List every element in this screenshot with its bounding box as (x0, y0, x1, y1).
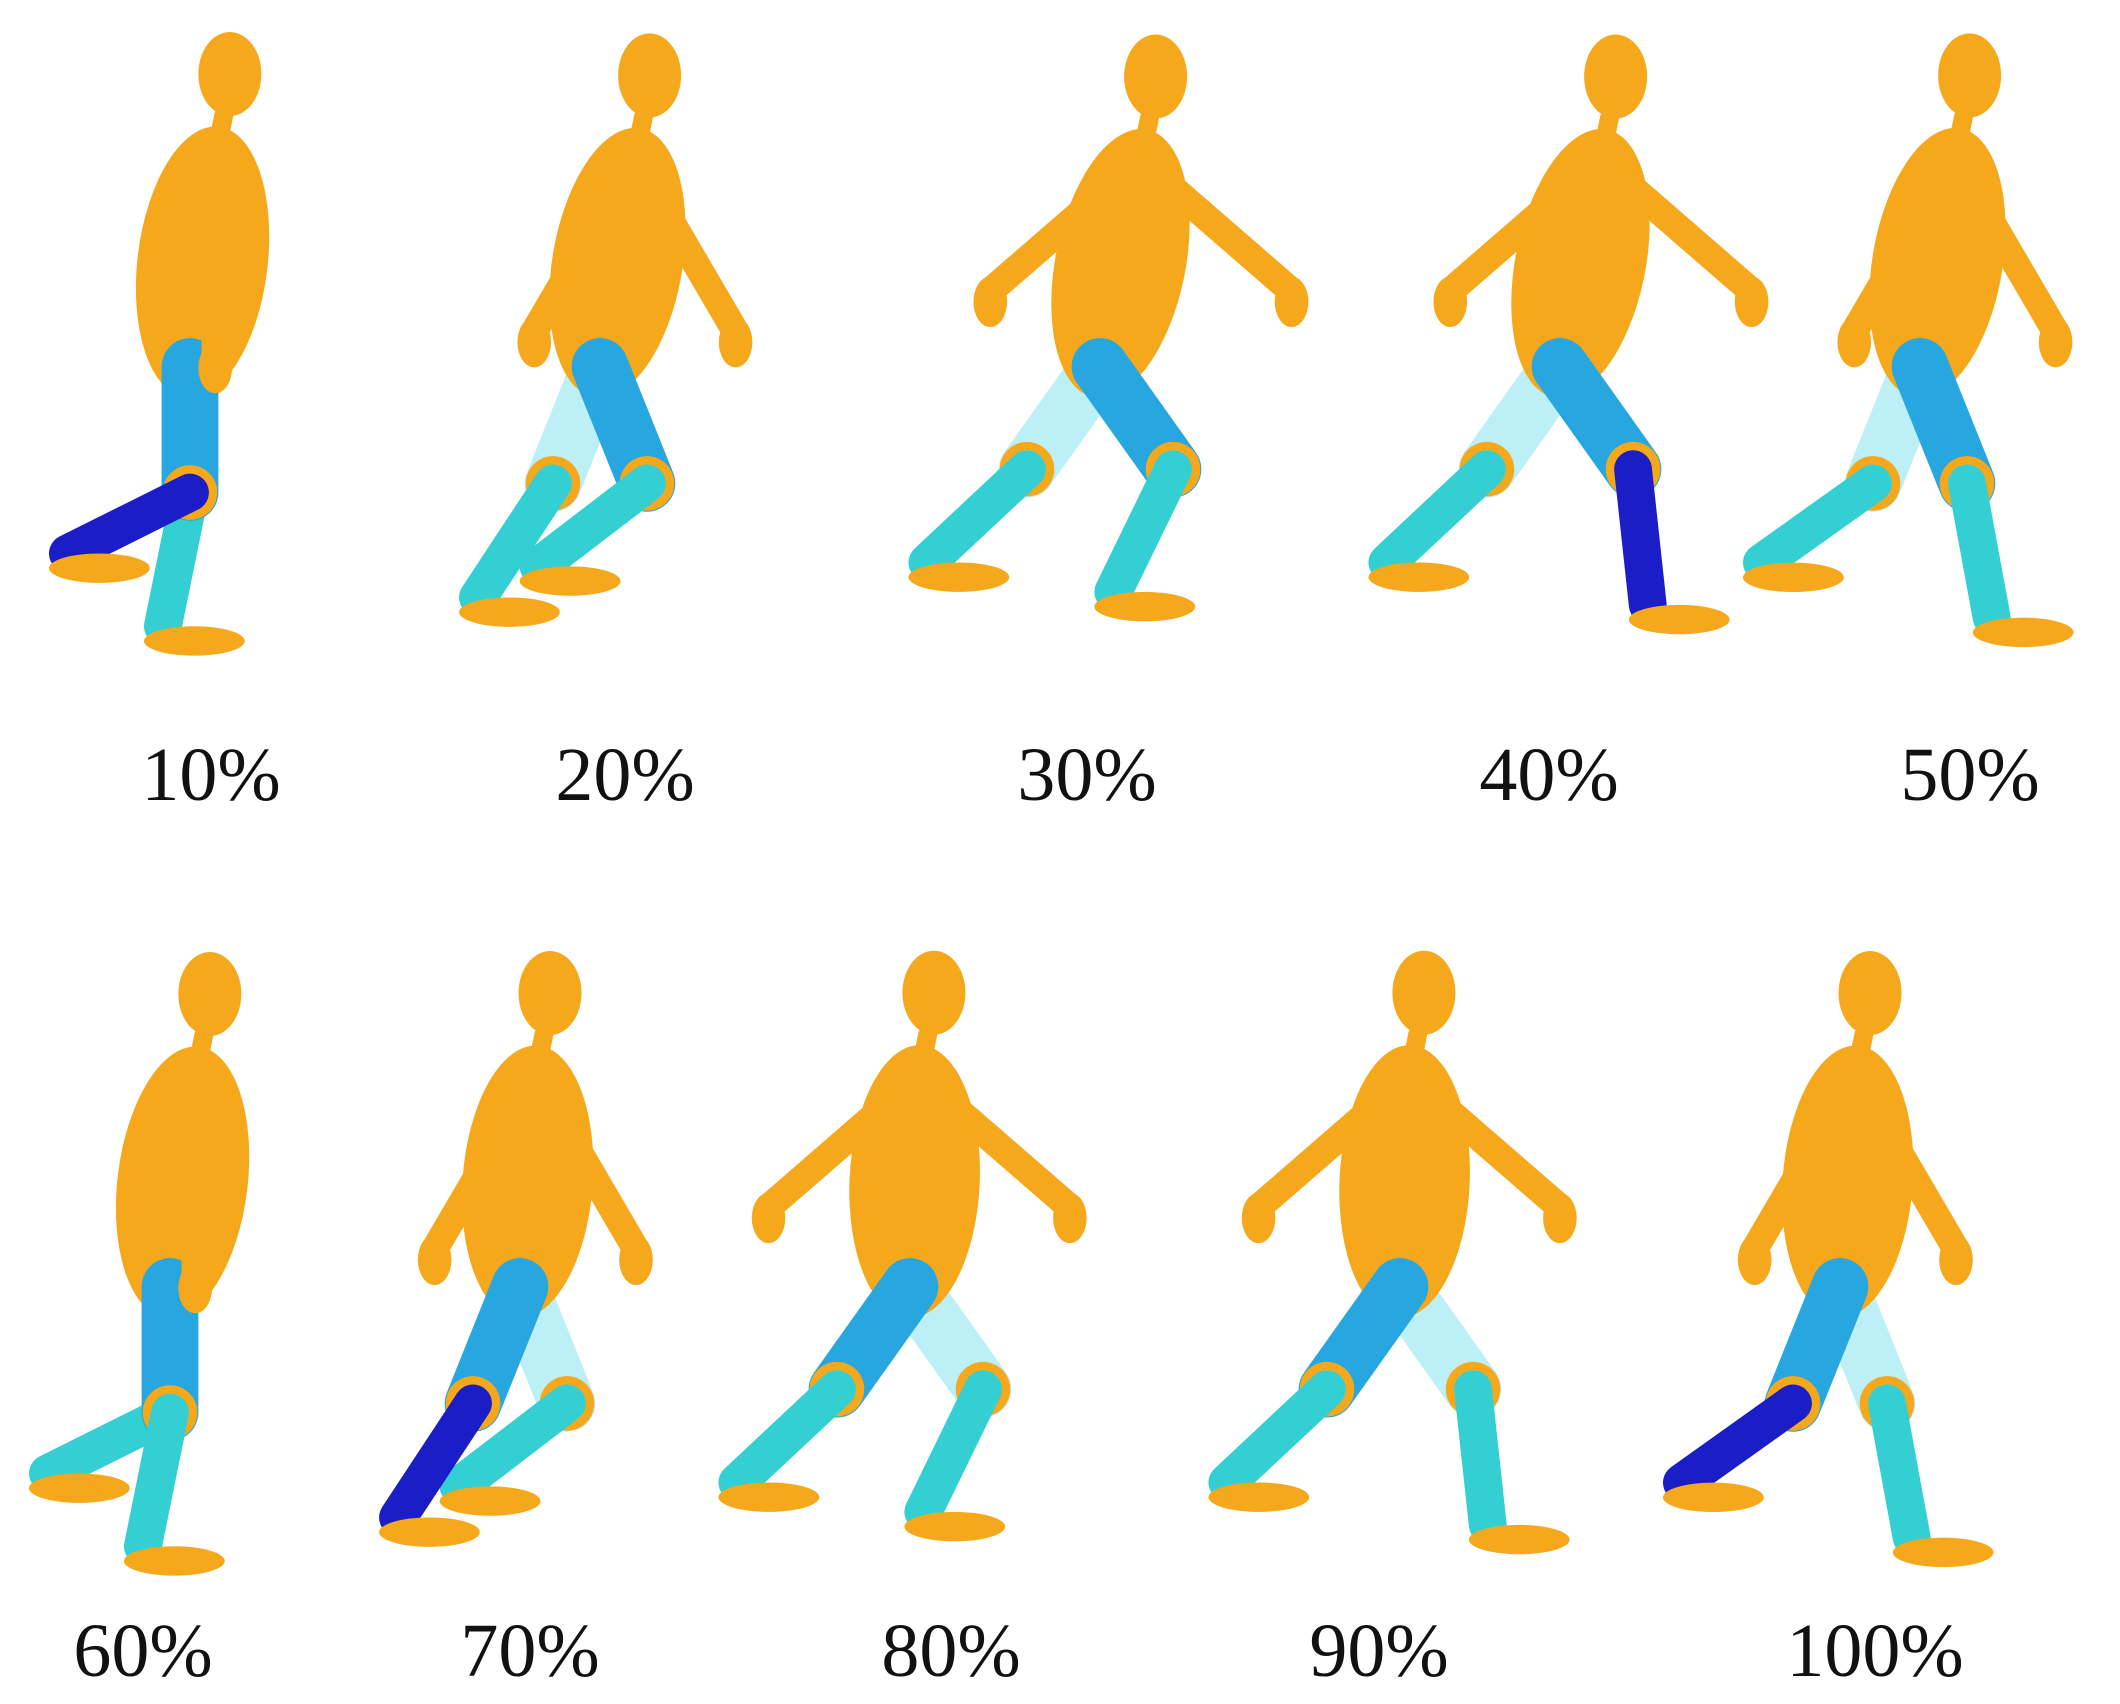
torso (461, 1045, 594, 1318)
frame-label: 30% (1017, 733, 1156, 817)
runner (908, 34, 1309, 622)
front-leg-shin (1948, 464, 2011, 637)
runner (1742, 33, 2074, 648)
torso (1051, 129, 1190, 398)
front-leg-shin (1614, 450, 1667, 624)
runner (48, 32, 270, 656)
back-leg-foot (143, 626, 245, 656)
frame-label: 20% (555, 733, 694, 817)
back-arm-hand (1053, 1192, 1087, 1244)
frame-label: 40% (1479, 733, 1618, 817)
back-leg-shin (1742, 464, 1892, 582)
back-leg-shin (904, 1370, 1002, 1531)
front-leg-foot (48, 553, 150, 583)
front-arm (621, 145, 750, 346)
front-leg-shin (519, 464, 666, 586)
front-arm-hand (751, 1192, 786, 1244)
front-leg-foot (718, 1482, 820, 1512)
front-arm-hand (198, 342, 232, 394)
back-arm-hand (619, 1234, 653, 1285)
frame-label: 10% (141, 733, 280, 817)
front-leg-shin (123, 1393, 189, 1566)
back-arm-hand (1543, 1192, 1577, 1244)
runner (379, 951, 653, 1547)
back-leg-shin (439, 1384, 586, 1506)
frame-label: 90% (1309, 1609, 1448, 1693)
back-leg-shin (459, 464, 572, 617)
back-leg-shin (908, 450, 1046, 582)
front-leg-foot (1094, 591, 1196, 622)
back-arm-hand (1837, 316, 1872, 368)
runner (28, 952, 250, 1576)
front-arm (420, 1063, 549, 1263)
front-arm-hand (1737, 1234, 1772, 1285)
front-arm-hand (1241, 1192, 1276, 1244)
head (902, 950, 966, 1035)
front-arm-hand (718, 316, 753, 368)
back-leg-shin (1868, 1384, 1931, 1557)
head (178, 952, 242, 1037)
back-arm-hand (1939, 1234, 1973, 1285)
front-leg-foot (1972, 617, 2074, 648)
back-leg-foot (459, 597, 560, 627)
front-arm (1587, 146, 1766, 305)
back-leg-foot (1368, 562, 1470, 592)
front-arm-hand (1734, 276, 1769, 327)
head (1392, 950, 1456, 1035)
back-leg-foot (1468, 1524, 1570, 1555)
torso (1511, 129, 1650, 398)
front-leg-shin (1208, 1370, 1346, 1502)
front-leg-foot (123, 1546, 225, 1576)
front-arm (754, 1063, 933, 1222)
front-leg-shin (48, 473, 209, 573)
front-leg-shin (1662, 1384, 1812, 1502)
back-arm-hand (517, 316, 552, 368)
runner (1208, 950, 1577, 1555)
runner (459, 33, 753, 627)
runner (1662, 951, 1994, 1568)
back-leg-foot (908, 562, 1010, 592)
back-leg-shin (1454, 1370, 1507, 1544)
front-arm (1740, 1063, 1869, 1263)
back-leg-foot (904, 1511, 1006, 1542)
back-leg-foot (439, 1486, 541, 1516)
frame-label: 80% (881, 1609, 1020, 1693)
back-leg-foot (1742, 562, 1844, 593)
back-leg-foot (28, 1473, 130, 1503)
head (198, 32, 262, 117)
front-arm (1941, 145, 2070, 346)
front-leg-foot (1208, 1482, 1310, 1512)
front-leg-shin (1094, 450, 1192, 611)
runner (1368, 34, 1769, 635)
front-arm-hand (1274, 276, 1309, 327)
front-leg-foot (1628, 604, 1730, 635)
front-arm-hand (178, 1262, 212, 1314)
runner (718, 950, 1087, 1542)
frame-label: 100% (1786, 1609, 1963, 1693)
front-arm (1127, 146, 1306, 305)
head (1938, 33, 2002, 118)
frame-label: 60% (73, 1609, 212, 1693)
back-arm-hand (1433, 276, 1468, 327)
frame-label: 50% (1900, 733, 2039, 817)
head (1124, 34, 1188, 119)
front-leg-shin (379, 1384, 492, 1537)
frame-label: 70% (460, 1609, 599, 1693)
torso (1781, 1045, 1914, 1318)
head (1584, 34, 1648, 119)
front-leg-foot (519, 566, 621, 596)
back-leg-shin (1368, 450, 1506, 582)
back-arm-hand (973, 276, 1008, 327)
back-leg-foot (1892, 1537, 1994, 1568)
head (518, 951, 582, 1036)
front-leg-foot (379, 1517, 480, 1547)
front-leg-foot (1662, 1482, 1764, 1513)
front-arm-hand (417, 1234, 452, 1285)
front-leg-shin (718, 1370, 856, 1502)
front-arm-hand (2038, 316, 2073, 368)
head (618, 33, 682, 118)
head (1838, 951, 1902, 1036)
front-arm (1244, 1063, 1423, 1222)
